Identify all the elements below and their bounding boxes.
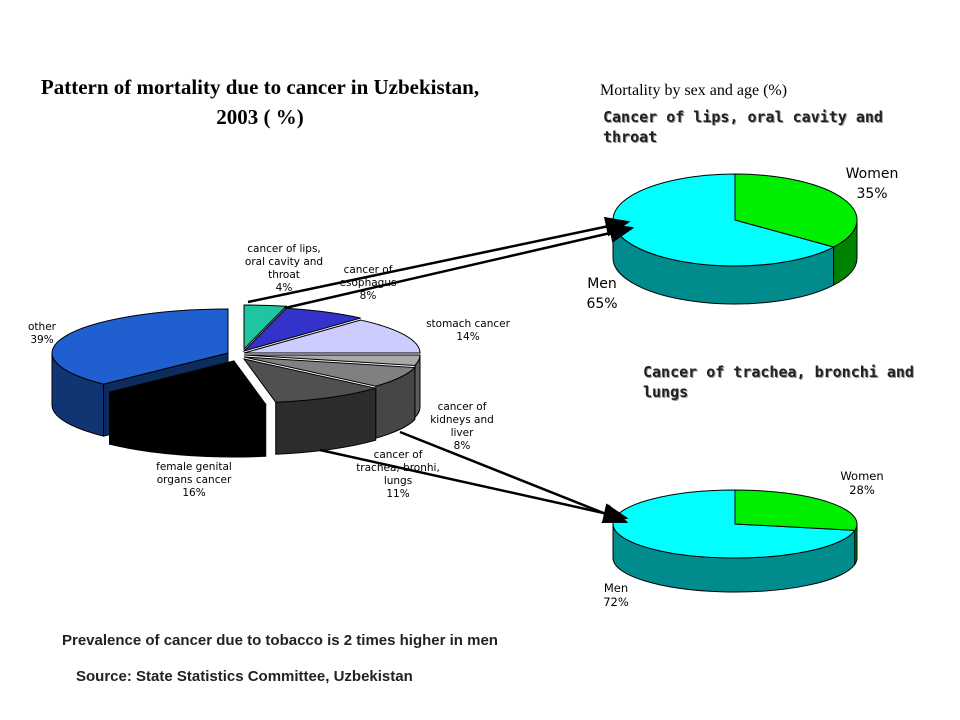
lips-sex-pie-chart <box>612 173 858 305</box>
page-title: Pattern of mortality due to cancer in Uz… <box>40 75 480 129</box>
label-trachea-women: Women 28% <box>840 469 883 497</box>
right-chart-heading: Mortality by sex and age (%) <box>600 82 788 99</box>
chart-labels: cancer of lips, oral cavity and throat 4% ca… <box>28 166 898 609</box>
label-slice-female-genital: female genital organs cancer 16% <box>156 461 232 499</box>
slice-lips <box>243 304 288 351</box>
slice-trachea-lungs <box>242 358 377 455</box>
slice-other-gray <box>243 354 421 419</box>
lips-slice-women <box>734 173 858 286</box>
connector-arrow-4 <box>319 448 629 523</box>
lips-chart-title: Cancer of lips, oral cavity and throat <box>603 108 883 146</box>
label-lips-men: Men 65% <box>586 276 617 312</box>
label-slice-stomach: stomach cancer 14% <box>426 318 511 343</box>
source-note: Source: State Statistics Committee, Uzbe… <box>76 668 413 685</box>
label-slice-kidneys-liver: cancer of kidneys and liver 8% <box>430 401 494 452</box>
label-slice-other: other 39% <box>28 321 57 346</box>
tobacco-note: Prevalence of cancer due to tobacco is 2… <box>62 632 498 649</box>
connector-arrow-2 <box>284 223 635 310</box>
label-slice-esophagus: cancer of esophagus 8% <box>340 264 397 302</box>
label-slice-lips: cancer of lips, oral cavity and throat 4% <box>245 243 323 294</box>
slice-kidneys-liver <box>243 356 417 439</box>
label-trachea-men: Men 72% <box>603 581 629 609</box>
trachea-sex-pie-chart <box>612 489 858 593</box>
label-lips-women: Women 35% <box>846 166 899 202</box>
slice-female-genital <box>109 360 267 458</box>
trachea-slice-men <box>612 489 856 593</box>
connector-arrow-3 <box>399 430 629 524</box>
trachea-chart-title: Cancer of trachea, bronchi and lungs <box>643 363 914 401</box>
trachea-slice-women <box>734 489 858 566</box>
connector-arrows <box>247 216 635 524</box>
connector-arrow-1 <box>247 216 631 304</box>
label-slice-trachea-lungs: cancer of trachea, bronhi, lungs 11% <box>356 449 440 500</box>
main-pie-chart <box>51 304 421 458</box>
slice-stomach <box>243 319 421 354</box>
